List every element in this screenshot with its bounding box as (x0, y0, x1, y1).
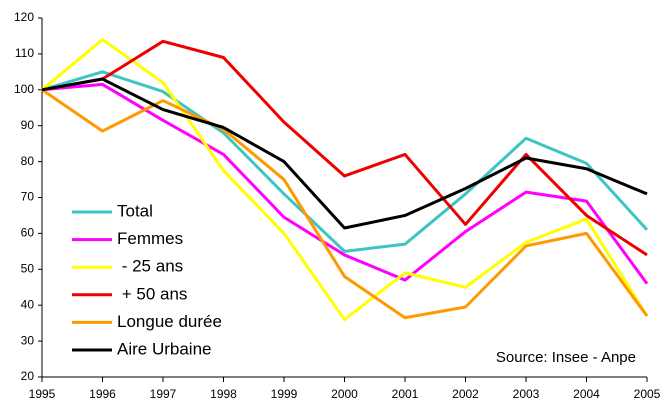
x-tick-label: 1996 (89, 387, 116, 401)
series-line (41, 38, 649, 322)
source-annotation: Source: Insee - Anpe (496, 349, 636, 366)
x-tick-label: 1997 (150, 387, 177, 401)
y-tick-label: 80 (21, 154, 35, 168)
legend-label: Total (117, 201, 153, 220)
y-tick-label: 120 (14, 10, 34, 24)
x-tick-label: 2004 (573, 387, 600, 401)
legend-label: Longue durée (117, 312, 222, 331)
series-line (41, 82, 649, 285)
series-line (41, 88, 649, 320)
legend-label: Aire Urbaine (117, 339, 212, 358)
y-tick-label: 40 (21, 297, 35, 311)
series-line (41, 70, 649, 253)
x-tick-label: 1999 (271, 387, 298, 401)
x-tick-label: 1995 (29, 387, 56, 401)
x-tick-label: 2001 (392, 387, 419, 401)
x-tick-label: 2003 (513, 387, 540, 401)
legend-label: Femmes (117, 229, 183, 248)
y-tick-label: 20 (21, 369, 35, 383)
x-tick-label: 2002 (452, 387, 479, 401)
x-tick-label: 1998 (210, 387, 237, 401)
legend-label: + 50 ans (117, 284, 187, 303)
series-line (41, 39, 648, 257)
x-tick-label: 2000 (331, 387, 358, 401)
y-tick-label: 50 (21, 261, 35, 275)
y-tick-label: 100 (14, 82, 34, 96)
y-tick-label: 110 (15, 46, 34, 60)
y-tick-label: 70 (21, 190, 35, 204)
legend-label: - 25 ans (117, 257, 183, 276)
y-tick-label: 90 (21, 118, 35, 132)
series-line (41, 77, 648, 230)
y-tick-label: 60 (21, 226, 35, 240)
x-tick-label: 2005 (634, 387, 661, 401)
y-tick-label: 30 (21, 333, 35, 347)
